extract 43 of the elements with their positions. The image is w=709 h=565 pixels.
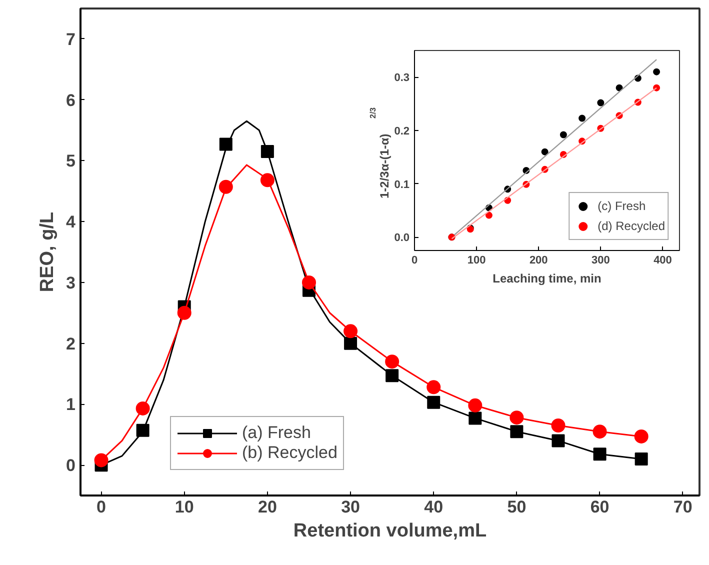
point <box>597 99 604 106</box>
x-tick-label: 200 <box>529 254 548 266</box>
point <box>578 114 586 122</box>
point <box>94 453 108 468</box>
x-tick-label: 400 <box>654 254 672 266</box>
legend-label: (c) Fresh <box>598 199 646 213</box>
y-tick-label: 4 <box>66 212 76 232</box>
y-tick-label: 2 <box>66 334 76 354</box>
y-tick-label: 0.2 <box>394 126 410 138</box>
point <box>634 429 648 444</box>
y-tick-label: 0.3 <box>394 72 410 84</box>
x-axis-title: Leaching time, min <box>492 272 602 286</box>
legend-label: (d) Recycled <box>598 219 665 233</box>
point <box>616 84 623 92</box>
x-tick-label: 50 <box>507 498 526 516</box>
x-tick-label: 70 <box>673 498 692 516</box>
legend-label: (a) Fresh <box>242 423 311 443</box>
point <box>560 131 567 138</box>
y-tick-label: 0.1 <box>394 178 410 191</box>
y-tick-label: 3 <box>66 273 76 292</box>
x-tick-label: 10 <box>174 498 194 516</box>
x-tick-label: 40 <box>424 498 444 516</box>
x-axis-title: Retention volume,mL <box>293 520 487 542</box>
x-tick-label: 0 <box>96 498 106 516</box>
x-tick-label: 300 <box>592 254 610 266</box>
x-tick-label: 100 <box>467 254 486 266</box>
y-tick-label: 0.0 <box>394 232 410 244</box>
y-tick-label: 5 <box>66 152 76 171</box>
y-tick-label: 1 <box>66 395 76 414</box>
x-tick-label: 60 <box>590 498 610 516</box>
point <box>485 212 492 219</box>
legend-label: (b) Recycled <box>242 443 338 463</box>
y-tick-label: 7 <box>66 30 76 49</box>
y-tick-label: 0 <box>66 456 76 476</box>
text: 1-2/3α-(1-α)2/3 <box>368 107 392 198</box>
y-axis-title: REO, g/L <box>37 211 58 292</box>
x-tick-label: 20 <box>258 498 277 516</box>
point <box>541 148 548 156</box>
y-tick-label: 6 <box>66 90 76 110</box>
point <box>653 68 660 76</box>
x-tick-label: 0 <box>411 254 418 266</box>
x-tick-label: 30 <box>341 498 360 516</box>
point <box>634 452 648 466</box>
